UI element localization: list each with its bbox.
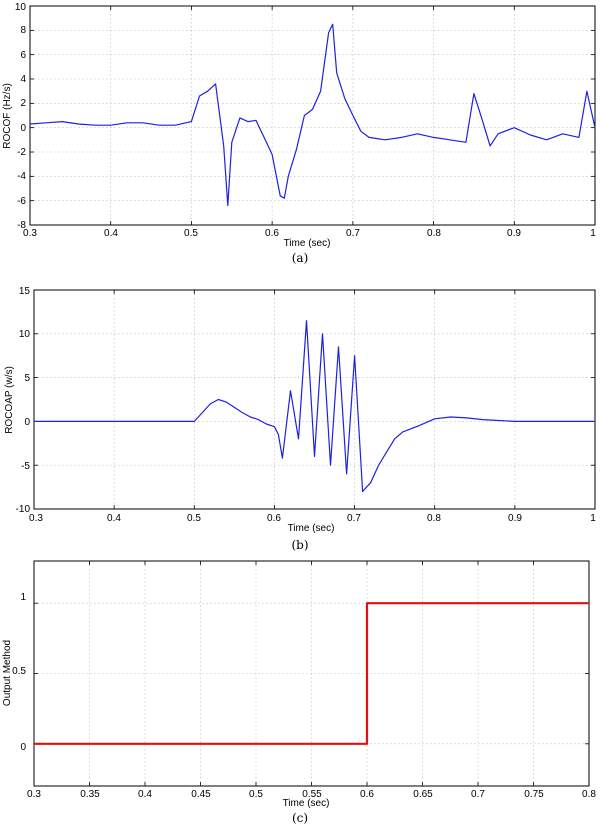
yticks-c: 0 0.5 1 <box>12 592 26 753</box>
y-axis-label-b: ROCOAP (w/s) <box>4 366 15 434</box>
panel-b: 0.3 0.4 0.5 0.6 0.7 0.8 0.9 1 -10 -5 0 5… <box>4 286 596 552</box>
y-axis-label-c: Output Method <box>2 640 13 706</box>
plot-area-b <box>33 289 596 510</box>
x-tick-label: 0.7 <box>346 228 360 239</box>
y-tick-label: 0 <box>24 417 30 428</box>
series-a <box>29 23 596 207</box>
caption-c: (c) <box>292 811 308 825</box>
y-tick-label: 5 <box>24 373 30 384</box>
x-tick-label: 0.3 <box>27 789 41 800</box>
series-line <box>34 320 595 493</box>
y-tick-label: 0.5 <box>12 666 26 677</box>
plot-area-a <box>29 5 596 226</box>
x-tick-label: 0.9 <box>507 228 521 239</box>
x-tick-label: 0.5 <box>249 789 263 800</box>
x-tick-label: 1 <box>590 228 596 239</box>
x-axis-label-b: Time (sec) <box>288 523 335 534</box>
y-tick-label: 10 <box>19 329 31 340</box>
x-tick-label: 0.8 <box>582 789 596 800</box>
series-line <box>29 23 596 207</box>
x-tick-label: 0.3 <box>23 228 37 239</box>
x-tick-label: 0.3 <box>29 513 43 524</box>
y-tick-label: -10 <box>16 504 31 515</box>
x-axis-label-a: Time (sec) <box>284 238 331 249</box>
x-tick-label: 1 <box>590 513 596 524</box>
x-axis-label-c: Time (sec) <box>283 798 330 809</box>
x-tick-label: 0.75 <box>524 789 544 800</box>
y-tick-label: 4 <box>20 74 26 85</box>
y-tick-label: 0 <box>20 742 26 753</box>
x-tick-label: 0.7 <box>471 789 485 800</box>
x-tick-label: 0.65 <box>413 789 433 800</box>
y-tick-label: -4 <box>17 171 26 182</box>
y-tick-label: -2 <box>17 147 26 158</box>
panel-a: 0.3 0.4 0.5 0.6 0.7 0.8 0.9 1 -8 -6 -4 -… <box>2 2 596 265</box>
y-tick-label: -8 <box>17 220 26 231</box>
y-tick-label: 8 <box>20 25 26 36</box>
caption-b: (b) <box>291 538 308 552</box>
panel-c: 0.3 0.35 0.4 0.45 0.5 0.55 0.6 0.65 0.7 … <box>2 560 596 825</box>
series-c <box>34 602 589 745</box>
grid-a <box>29 5 596 226</box>
x-tick-label: 0.5 <box>187 513 201 524</box>
x-tick-label: 0.6 <box>360 789 374 800</box>
x-tick-label: 0.7 <box>347 513 361 524</box>
y-tick-label: 10 <box>15 2 27 13</box>
x-tick-label: 0.55 <box>302 789 322 800</box>
xticks-c: 0.3 0.35 0.4 0.45 0.5 0.55 0.6 0.65 0.7 … <box>27 789 596 800</box>
y-tick-label: -5 <box>21 461 30 472</box>
x-tick-label: 0.8 <box>427 513 441 524</box>
x-tick-label: 0.6 <box>267 513 281 524</box>
x-tick-label: 0.6 <box>265 228 279 239</box>
yticks-b: -10 -5 0 5 10 15 <box>16 286 31 515</box>
y-tick-label: 0 <box>20 123 26 134</box>
x-tick-label: 0.5 <box>184 228 198 239</box>
caption-a: (a) <box>292 251 309 265</box>
x-tick-label: 0.9 <box>508 513 522 524</box>
x-tick-label: 0.8 <box>427 228 441 239</box>
y-tick-label: 15 <box>19 286 31 297</box>
y-axis-label-a: ROCOF (Hz/s) <box>2 83 13 149</box>
y-tick-label: 6 <box>20 50 26 61</box>
x-tick-label: 0.4 <box>107 513 121 524</box>
series-b <box>34 320 595 493</box>
xticks-a: 0.3 0.4 0.5 0.6 0.7 0.8 0.9 1 <box>23 228 596 239</box>
y-tick-label: 2 <box>20 98 26 109</box>
x-tick-label: 0.35 <box>80 789 100 800</box>
x-tick-label: 0.45 <box>191 789 211 800</box>
x-tick-label: 0.4 <box>138 789 152 800</box>
x-tick-label: 0.4 <box>104 228 118 239</box>
y-tick-label: 1 <box>20 592 26 603</box>
xticks-b: 0.3 0.4 0.5 0.6 0.7 0.8 0.9 1 <box>29 513 596 524</box>
yticks-a: -8 -6 -4 -2 0 2 4 6 8 10 <box>15 2 27 231</box>
y-tick-label: -6 <box>17 196 26 207</box>
series-line <box>34 602 589 745</box>
